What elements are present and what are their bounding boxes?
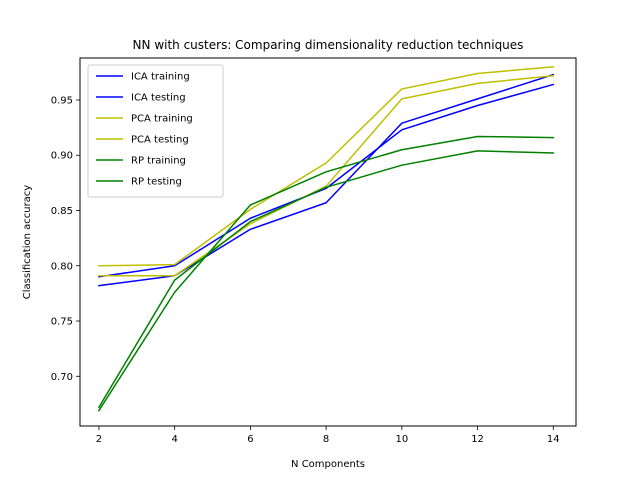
y-tick-label: 0.95 (51, 95, 73, 106)
legend-label-4: RP training (131, 156, 186, 167)
series-line-1 (98, 83, 555, 278)
legend-box (87, 64, 224, 198)
series-line-3 (98, 74, 555, 277)
y-tick-label: 0.75 (51, 317, 73, 328)
legend-label-2: PCA training (131, 114, 193, 125)
x-tick-label: 14 (547, 434, 560, 445)
legend-label-5: RP testing (131, 177, 182, 188)
y-tick-label: 0.85 (51, 206, 73, 217)
plot-frame (79, 57, 577, 427)
legend-label-1: ICA testing (131, 93, 186, 104)
series-line-4 (97, 135, 555, 412)
x-axis-label: N Components (291, 459, 365, 470)
legend-label-3: PCA testing (131, 135, 189, 146)
y-axis: 0.70 0.75 0.80 0.85 0.90 0.95 (51, 95, 80, 383)
series-line-5 (97, 150, 555, 409)
x-tick-label: 2 (96, 434, 102, 445)
legend: ICA training ICA testing PCA training PCA t… (87, 64, 224, 198)
y-tick-label: 0.90 (51, 151, 73, 162)
x-tick-label: 4 (171, 434, 177, 445)
x-tick-label: 6 (247, 434, 253, 445)
series-line-2 (98, 66, 555, 267)
x-tick-label: 8 (323, 434, 329, 445)
chart-title: NN with custers: Comparing dimensionalit… (133, 38, 524, 52)
y-tick-label: 0.80 (51, 261, 73, 272)
plot-lines (97, 66, 555, 412)
y-tick-label: 0.70 (51, 372, 73, 383)
legend-label-0: ICA training (131, 72, 190, 83)
x-tick-label: 12 (471, 434, 484, 445)
y-axis-label: Classification accuracy (22, 185, 33, 300)
x-tick-label: 10 (395, 434, 408, 445)
x-axis: 2 4 6 8 10 12 14 (96, 426, 560, 445)
